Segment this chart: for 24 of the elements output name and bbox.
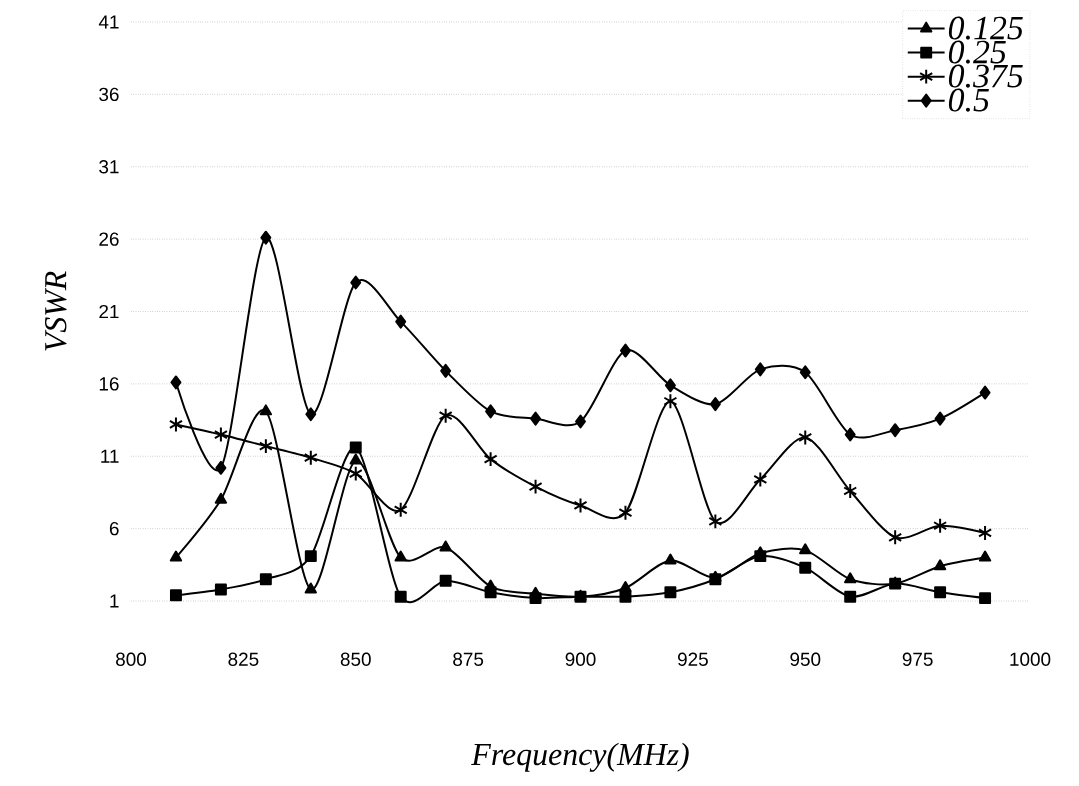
x-tick-label: 850 xyxy=(340,652,371,666)
y-axis-title: VSWR xyxy=(44,271,67,351)
x-tick-label: 900 xyxy=(565,652,596,666)
legend-label: 0.375 xyxy=(948,64,1023,88)
x-tick-label: 925 xyxy=(677,652,708,666)
x-tick-label: 875 xyxy=(453,652,484,666)
x-axis-title: Frequency(MHz) xyxy=(471,742,689,772)
y-tick-label: 21 xyxy=(99,304,119,319)
y-tick-label: 26 xyxy=(99,232,119,246)
y-tick-label: 36 xyxy=(99,87,119,102)
y-tick-label: 31 xyxy=(99,160,119,174)
y-tick-label: 6 xyxy=(109,521,119,536)
legend-label: 0.125 xyxy=(948,16,1023,40)
y-tick-label: 1 xyxy=(110,594,119,608)
x-tick-label: 950 xyxy=(790,652,821,666)
legend-label: 0.5 xyxy=(948,88,989,112)
x-tick-label: 975 xyxy=(902,652,933,666)
x-tick-label: 825 xyxy=(228,652,259,666)
x-tick-label: 1000 xyxy=(1010,652,1051,666)
y-tick-label: 16 xyxy=(99,377,119,391)
x-tick-label: 800 xyxy=(116,652,147,666)
y-tick-label: 41 xyxy=(98,15,119,29)
y-tick-label: 11 xyxy=(101,449,119,463)
legend-label: 0.25 xyxy=(948,40,1006,64)
